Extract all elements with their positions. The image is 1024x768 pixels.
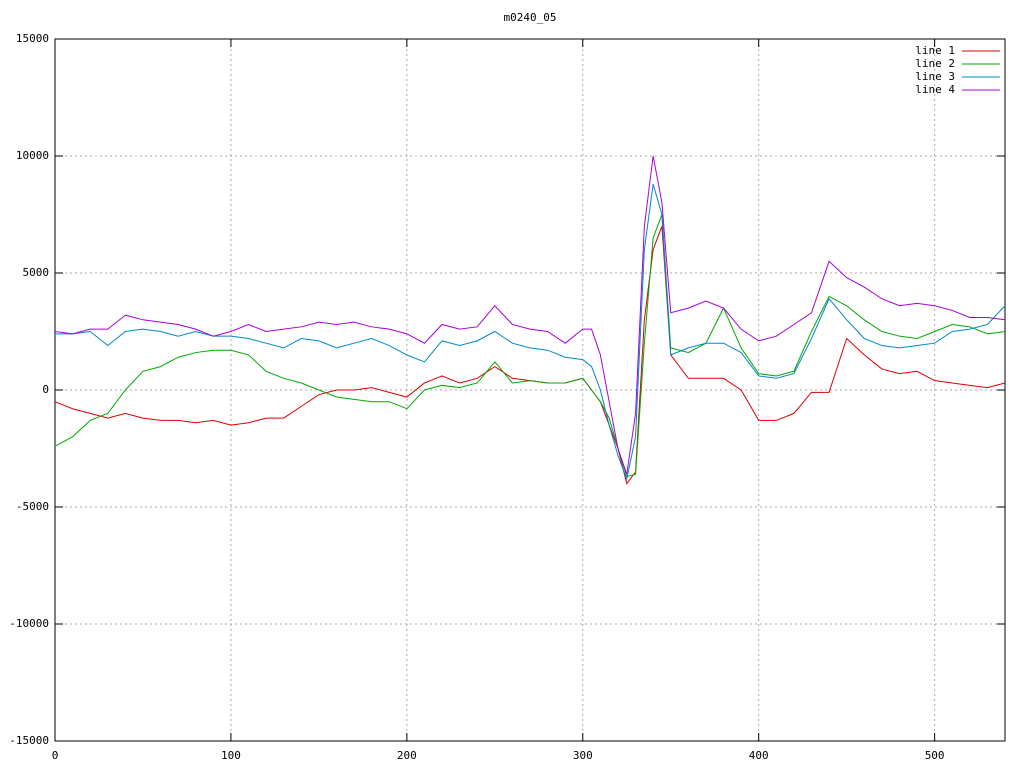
data-line <box>54 155 1006 475</box>
x-tick-label: 0 <box>52 749 59 762</box>
legend-label: line 3 <box>915 70 955 83</box>
y-tick-label: 0 <box>42 383 49 396</box>
data-line <box>54 226 1006 485</box>
y-tick-label: 10000 <box>16 149 49 162</box>
legend-label: line 4 <box>915 83 955 96</box>
data-line <box>55 183 1006 481</box>
y-tick-label: -10000 <box>9 617 49 630</box>
data-line <box>54 214 1006 478</box>
x-tick-label: 100 <box>221 749 241 762</box>
plot-frame <box>54 38 1006 742</box>
x-tick-label: 200 <box>397 749 417 762</box>
y-tick-label: -5000 <box>16 500 49 513</box>
x-tick-label: 400 <box>749 749 769 762</box>
chart-title: m0240_05 <box>504 11 557 24</box>
x-tick-label: 300 <box>573 749 593 762</box>
y-tick-label: 5000 <box>23 266 50 279</box>
legend-label: line 2 <box>915 57 955 70</box>
x-tick-label: 500 <box>925 749 945 762</box>
legend-label: line 1 <box>915 44 955 57</box>
y-tick-label: 15000 <box>16 32 49 45</box>
y-tick-label: -15000 <box>9 734 49 747</box>
